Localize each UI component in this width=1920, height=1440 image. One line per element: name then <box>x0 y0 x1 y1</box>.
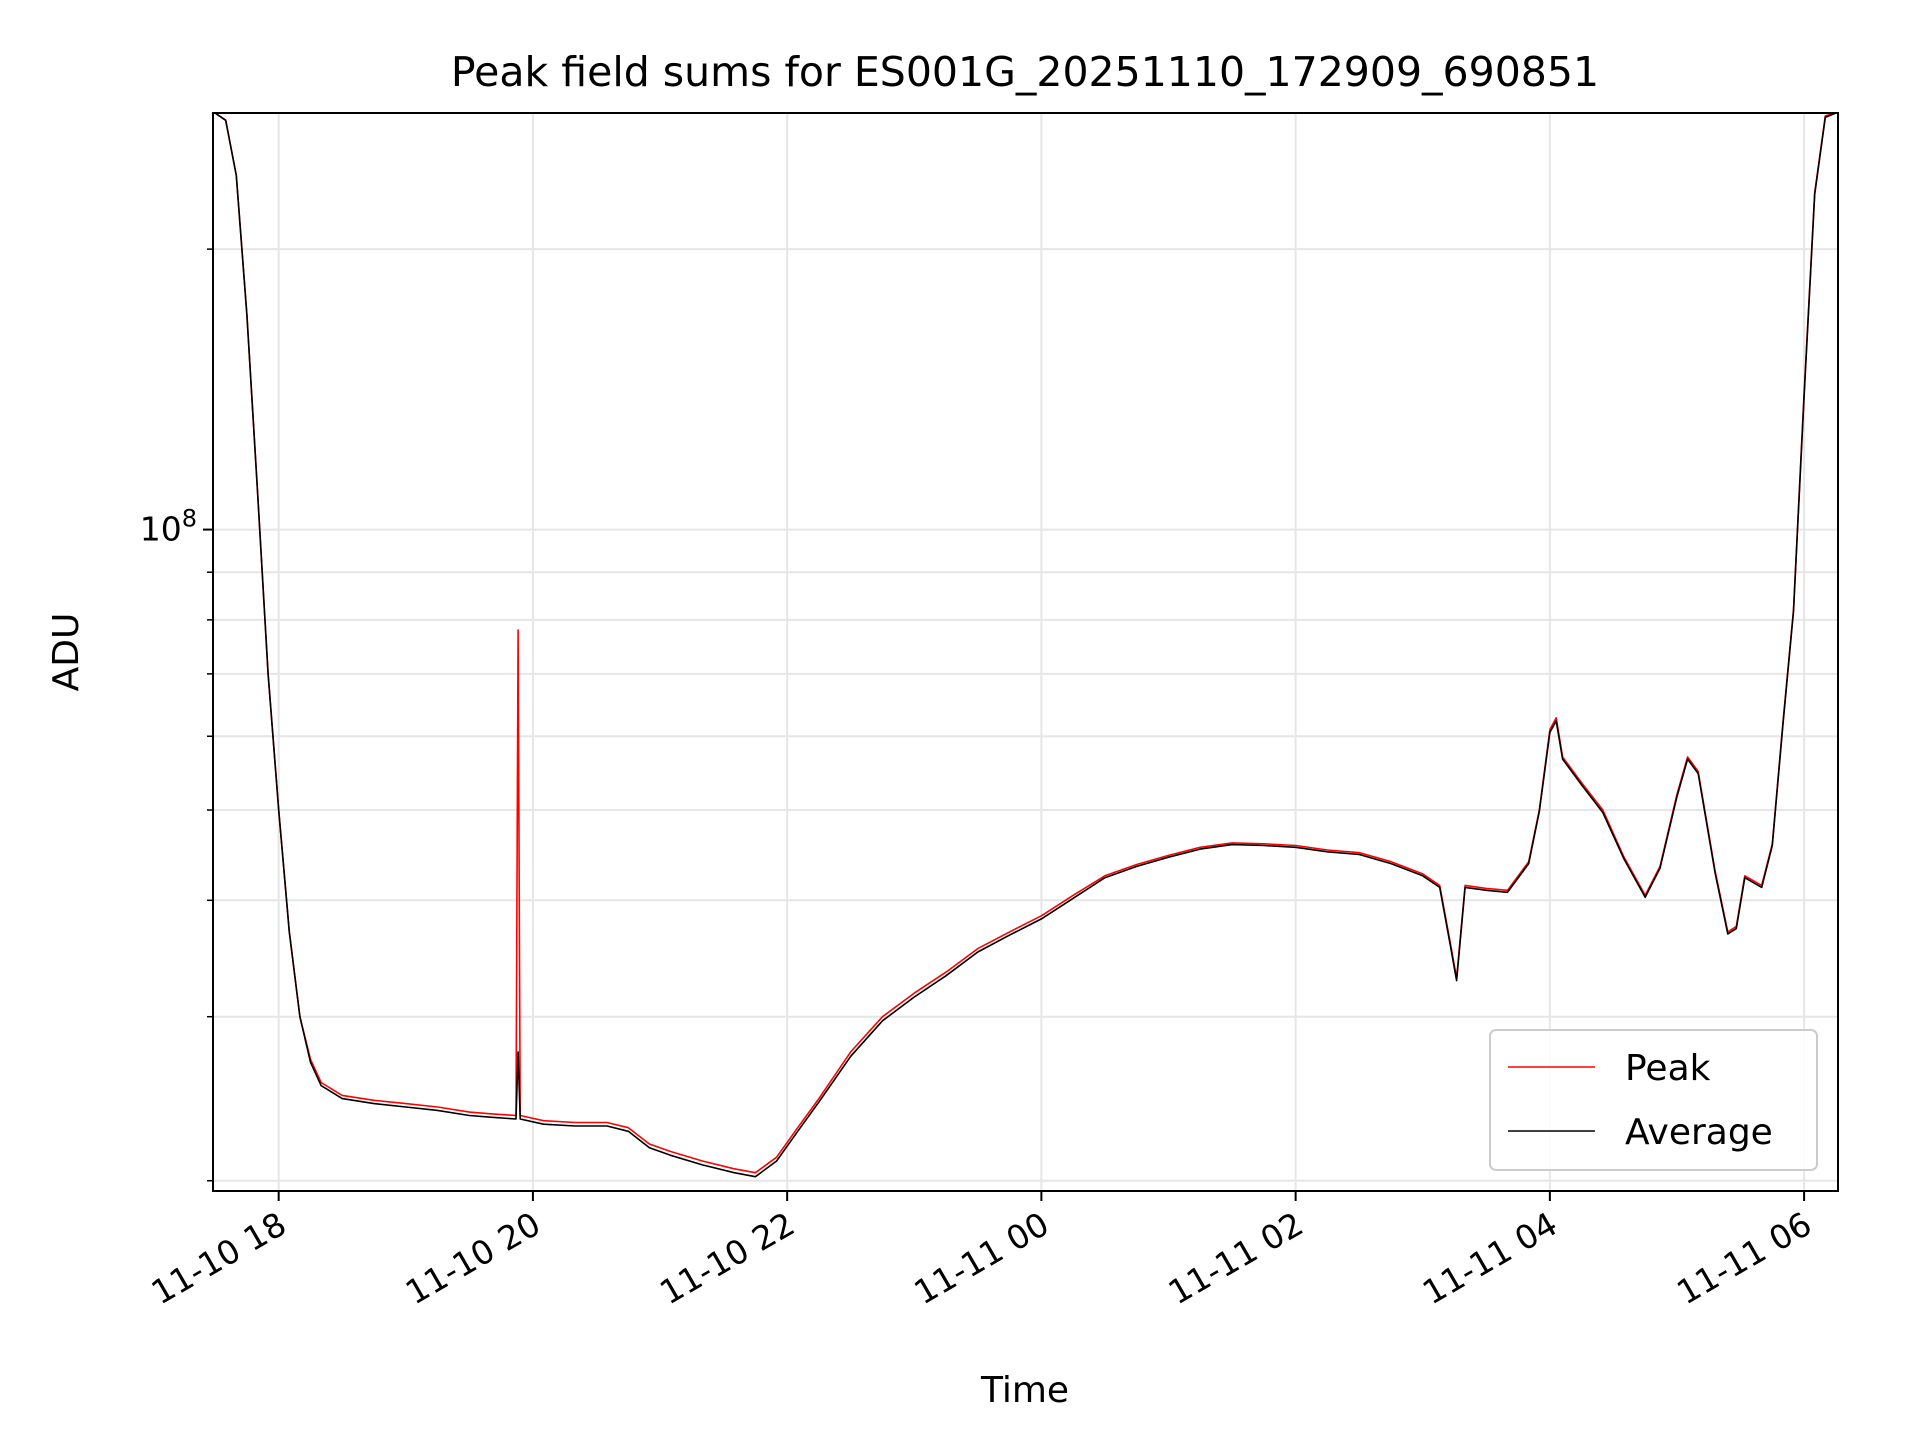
y-axis-label: ADU <box>46 613 87 692</box>
grid <box>213 113 1838 1191</box>
series-group <box>214 113 1837 1178</box>
legend-label-peak: Peak <box>1625 1048 1711 1089</box>
x-axis-label: Time <box>980 1370 1069 1411</box>
legend: Peak Average <box>1489 1029 1818 1171</box>
legend-box <box>1489 1029 1818 1171</box>
legend-label-average: Average <box>1625 1112 1773 1153</box>
y-tick-label: 108 <box>140 505 197 549</box>
series-line-average <box>214 113 1837 1178</box>
chart-title: Peak field sums for ES001G_20251110_1729… <box>451 48 1599 96</box>
plot-frame <box>212 112 1839 1192</box>
